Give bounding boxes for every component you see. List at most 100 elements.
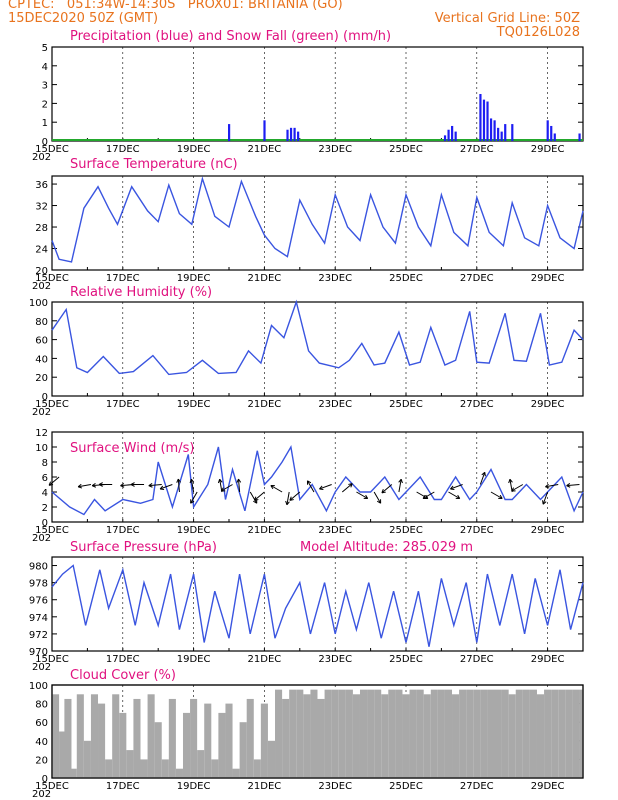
wind-arrow-head [190,499,195,504]
x-tick-label: 21DEC [248,654,282,665]
bar [454,131,457,141]
series-line [51,176,584,263]
cloud-bar [296,689,304,778]
x-tick-label: 17DEC [106,781,140,792]
x-tick-label: 23DEC [318,273,352,284]
y-tick-label: 8 [42,458,48,469]
cloud-bar [105,759,113,778]
wind-arrow-head [120,483,125,488]
series-line [51,444,584,516]
x-tick-label: 15DEC [35,525,69,536]
wind-arrow-head [236,478,242,483]
cloud-bar [133,698,141,778]
cloud-bar [239,722,247,778]
cloud-bar [331,689,339,778]
panel-title: Cloud Cover (%) [70,668,176,683]
cloud-bar [444,689,453,778]
wind-arrow-head [398,478,403,484]
x-tick-label: 25DEC [389,525,423,536]
y-tick-label: 5 [42,43,48,54]
bar [553,133,556,141]
y-tick-label: 36 [35,180,48,191]
x-tick-label: 27DEC [460,525,494,536]
x-tick-label: 23DEC [318,399,352,410]
y-tick-label: 1 [42,118,48,129]
panel-title: Surface Pressure (hPa) [70,540,217,555]
year-label: 202 [32,533,51,544]
cloud-bar [289,689,297,778]
y-tick-label: 80 [35,700,48,711]
cloud-bar [352,694,360,778]
cloud-bar [579,689,583,778]
plot-frame [51,556,584,652]
wind-arrow-head [363,494,369,499]
cloud-bar [76,694,84,778]
wind-arrow [356,491,368,499]
wind-arrow [190,491,198,504]
x-tick-label: 29DEC [531,781,565,792]
wind-arrow [319,484,332,490]
bar [479,94,482,141]
x-tick-label: 23DEC [318,525,352,536]
panel-2: 0 20 40 60 80 100 15DEC 17DEC 19DEC 21DEC 23DEC 25D… [29,285,584,418]
wind-arrow-head [511,487,516,492]
cloud-bar [260,703,268,778]
y-tick-label: 2 [42,503,48,514]
wind-arrow-head [319,485,324,491]
cloud-bar [64,698,72,778]
bar [489,118,493,141]
cloud-bar [246,698,254,778]
x-tick-label: 29DEC [531,654,565,665]
header-date: 15DEC2020 50Z (GMT) [8,11,159,26]
wind-arrow [254,491,265,501]
wind-arrow-head [217,478,223,484]
y-tick-label: 28 [35,223,48,234]
wind-arrow [286,491,290,505]
wind-arrow [479,472,486,485]
x-tick-label: 27DEC [460,144,494,155]
cloud-bar [473,689,481,778]
cloud-bar [494,689,502,778]
x-tick-label: 29DEC [531,525,565,536]
bar [263,120,266,141]
y-tick-label: 32 [35,202,48,213]
series-line [51,299,584,376]
header-station: CPTEC: 051:34W-14:30S PROX01: BRITANIA (… [8,0,343,12]
y-tick-label: 6 [42,473,48,484]
cloud-bar [501,689,509,778]
cloud-bar [119,712,127,778]
wind-arrow [448,491,460,499]
wind-arrow-head [289,496,294,501]
x-tick-label: 27DEC [460,399,494,410]
cloud-bar [83,740,91,778]
year-label: 202 [32,281,51,292]
wind-arrow-head [481,471,486,477]
cloud-bar [572,689,580,778]
cloud-bar [402,694,410,778]
x-tick-label: 27DEC [460,654,494,665]
year-label: 202 [32,407,51,418]
cloud-bar [225,703,233,778]
wind-arrow [398,479,402,493]
x-tick-label: 19DEC [177,144,211,155]
bar [443,135,447,141]
wind-arrow [221,484,233,492]
y-tick-label: 100 [29,681,48,692]
bar [550,125,553,141]
x-tick-label: 17DEC [106,654,140,665]
x-tick-label: 19DEC [177,273,211,284]
y-tick-label: 972 [29,630,48,641]
cloud-bar [154,722,162,778]
y-tick-label: 12 [35,428,48,439]
wind-arrow-head [98,482,103,487]
cloud-bar [218,712,226,778]
plot-frame [51,301,584,397]
x-tick-label: 21DEC [248,781,282,792]
y-tick-label: 20 [35,755,48,766]
x-tick-label: 27DEC [460,273,494,284]
wind-arrow [177,479,180,493]
cloud-bar [98,703,106,778]
y-tick-label: 60 [35,336,48,347]
cloud-bar [211,759,219,778]
cloud-bar [338,689,346,778]
